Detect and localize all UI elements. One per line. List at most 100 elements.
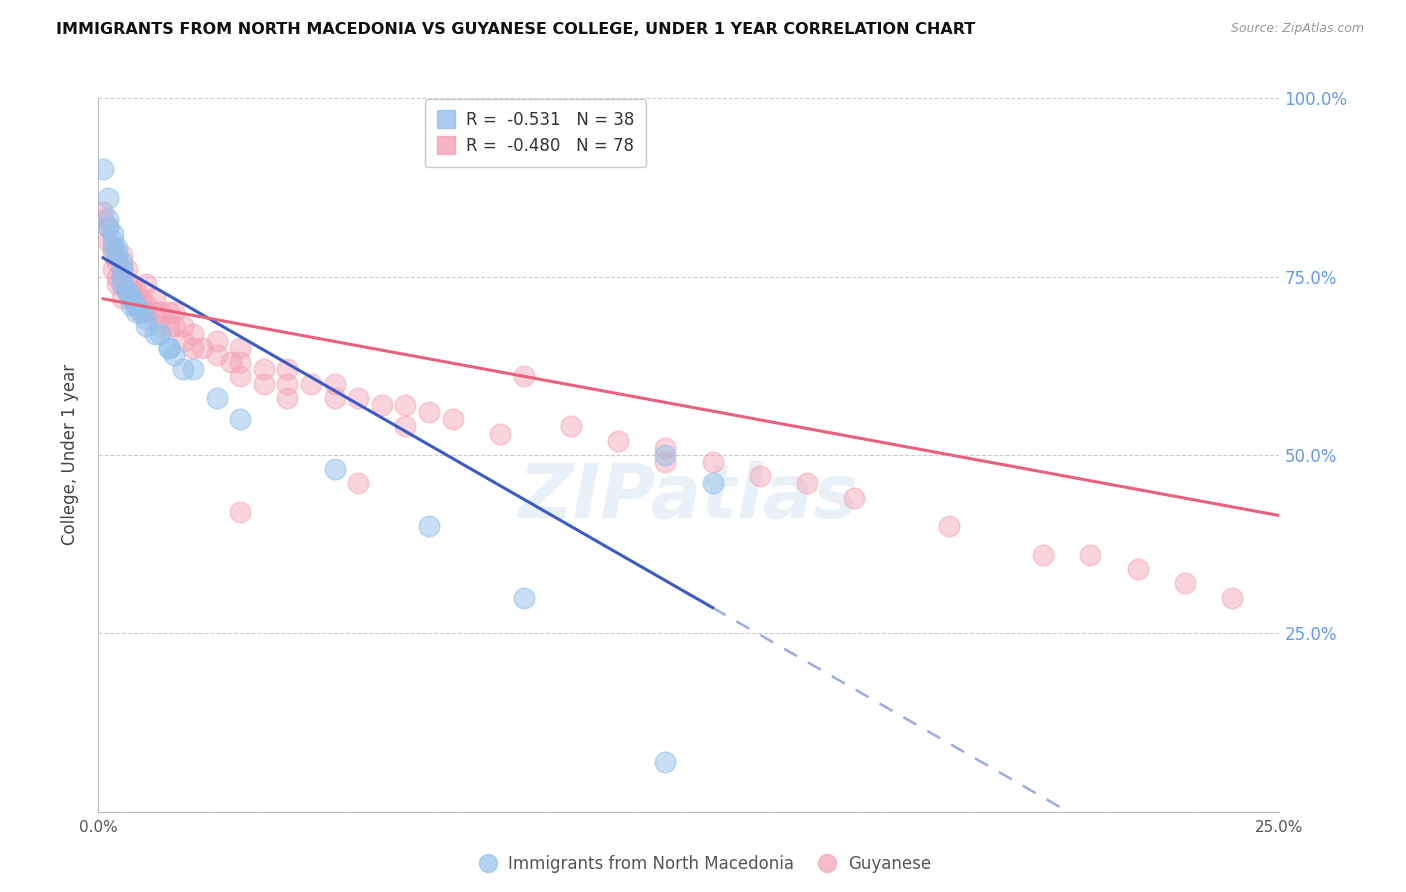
Point [129, 291, 152, 305]
Point [97, 212, 120, 227]
Point [229, 369, 252, 384]
Point [1174, 576, 1197, 591]
Point [97, 219, 120, 234]
Point [163, 305, 186, 319]
Point [205, 348, 228, 362]
Text: ZIPatlas: ZIPatlas [519, 461, 859, 534]
Point [125, 305, 148, 319]
Point [1220, 591, 1243, 605]
Point [149, 319, 172, 334]
Point [512, 369, 534, 384]
Point [418, 405, 440, 419]
Point [489, 426, 512, 441]
Point [143, 326, 166, 341]
Text: Source: ZipAtlas.com: Source: ZipAtlas.com [1230, 22, 1364, 36]
Point [172, 319, 194, 334]
Point [129, 305, 152, 319]
Point [101, 262, 124, 277]
Point [111, 291, 134, 305]
Point [125, 291, 148, 305]
Point [163, 348, 186, 362]
Point [111, 277, 134, 291]
Point [163, 319, 186, 334]
Point [121, 298, 143, 312]
Point [149, 326, 172, 341]
Point [181, 362, 204, 376]
Point [135, 277, 157, 291]
Point [172, 334, 194, 348]
Point [157, 341, 180, 355]
Point [143, 305, 166, 319]
Point [702, 476, 724, 491]
Point [654, 755, 676, 769]
Point [97, 219, 120, 234]
Point [205, 391, 228, 405]
Legend: Immigrants from North Macedonia, Guyanese: Immigrants from North Macedonia, Guyanes… [468, 848, 938, 880]
Point [111, 277, 134, 291]
Point [418, 519, 440, 533]
Point [135, 312, 157, 326]
Point [347, 391, 370, 405]
Point [125, 298, 148, 312]
Point [115, 262, 138, 277]
Point [654, 448, 676, 462]
Point [101, 241, 124, 255]
Point [1080, 548, 1102, 562]
Point [276, 376, 298, 391]
Point [101, 241, 124, 255]
Point [121, 277, 143, 291]
Point [229, 355, 252, 369]
Point [121, 291, 143, 305]
Point [394, 419, 416, 434]
Point [97, 234, 120, 248]
Point [121, 291, 143, 305]
Point [135, 319, 157, 334]
Point [229, 341, 252, 355]
Point [129, 305, 152, 319]
Point [143, 291, 166, 305]
Point [323, 462, 346, 476]
Point [135, 298, 157, 312]
Point [115, 277, 138, 291]
Point [560, 419, 582, 434]
Y-axis label: College, Under 1 year: College, Under 1 year [60, 364, 79, 546]
Point [97, 191, 120, 205]
Point [299, 376, 322, 391]
Point [135, 305, 157, 319]
Point [125, 298, 148, 312]
Point [654, 441, 676, 455]
Point [111, 262, 134, 277]
Point [157, 341, 180, 355]
Legend: R =  -0.531   N = 38, R =  -0.480   N = 78: R = -0.531 N = 38, R = -0.480 N = 78 [425, 99, 647, 167]
Point [512, 591, 534, 605]
Point [115, 284, 138, 298]
Point [125, 284, 148, 298]
Point [157, 305, 180, 319]
Point [91, 205, 114, 219]
Point [844, 491, 866, 505]
Point [105, 248, 128, 262]
Point [91, 162, 114, 177]
Point [654, 455, 676, 469]
Point [111, 262, 134, 277]
Point [111, 255, 134, 269]
Point [105, 241, 128, 255]
Point [796, 476, 818, 491]
Point [323, 391, 346, 405]
Point [253, 376, 276, 391]
Point [105, 269, 128, 284]
Point [101, 234, 124, 248]
Point [253, 362, 276, 376]
Point [607, 434, 630, 448]
Point [101, 227, 124, 241]
Point [229, 412, 252, 426]
Point [205, 334, 228, 348]
Point [172, 362, 194, 376]
Point [276, 362, 298, 376]
Point [181, 341, 204, 355]
Point [191, 341, 214, 355]
Point [347, 476, 370, 491]
Point [157, 319, 180, 334]
Point [938, 519, 960, 533]
Point [1032, 548, 1054, 562]
